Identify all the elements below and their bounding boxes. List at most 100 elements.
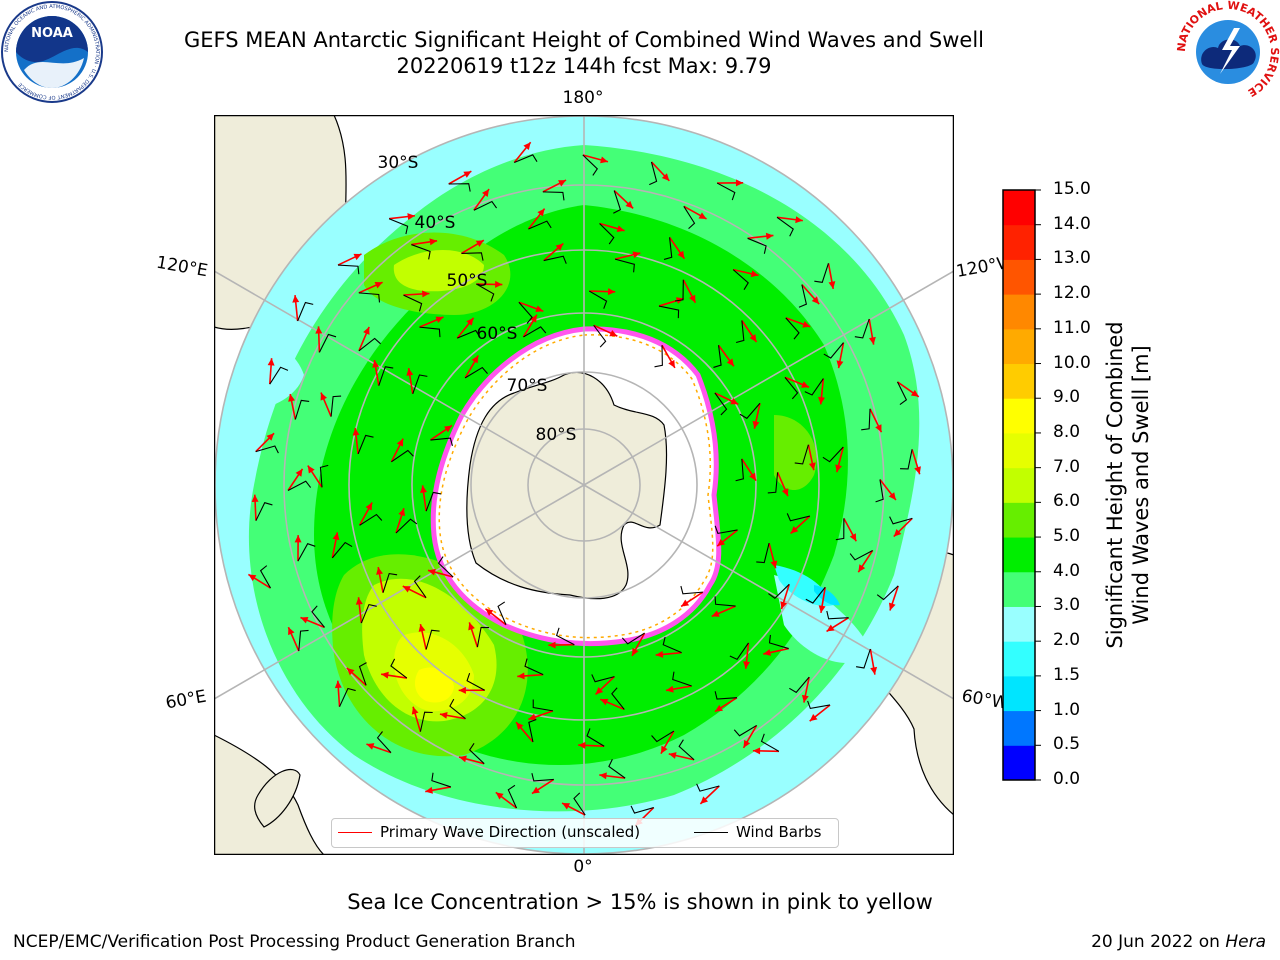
wave-direction-arrowhead — [300, 616, 309, 624]
wave-direction-arrowhead — [795, 216, 803, 224]
lat-label-80s: 80°S — [535, 425, 577, 445]
polar-map — [214, 115, 954, 855]
wave-direction-arrowhead — [346, 667, 355, 676]
wave-direction-arrowhead — [332, 532, 340, 541]
lat-label-60s: 60°S — [476, 324, 518, 344]
wave-direction-arrowhead — [517, 672, 525, 680]
wave-direction-arrowhead — [790, 526, 799, 534]
wave-direction-arrowhead — [402, 586, 411, 593]
lat-label-50s: 50°S — [446, 271, 488, 291]
wind-barb — [319, 464, 329, 488]
wave-direction-arrowhead — [781, 488, 789, 497]
colorbar-tick-label: 4.0 — [1053, 560, 1081, 581]
wave-direction-arrowhead — [875, 424, 882, 433]
wave-direction-arrowhead — [381, 671, 389, 679]
wind-barb — [514, 154, 538, 163]
wind-barb — [789, 676, 810, 694]
contour-8-9m — [414, 667, 454, 703]
wind-barb — [588, 290, 608, 309]
footer-date: 20 Jun 2022 on Hera — [1091, 932, 1266, 952]
colorbar-segment — [1003, 502, 1035, 538]
wind-barb — [337, 264, 360, 275]
wind-barb — [412, 374, 428, 395]
wave-direction-arrowhead — [482, 189, 490, 197]
lat-label-30s: 30°S — [377, 153, 419, 173]
wave-direction-arrowhead — [625, 200, 634, 209]
wind-barb — [822, 446, 844, 463]
wave-direction-arrowhead — [780, 601, 787, 610]
colorbar-tick-label: 1.5 — [1053, 664, 1081, 685]
wind-barb — [468, 742, 485, 765]
colorbar-tick-label: 0.0 — [1053, 769, 1081, 789]
wave-direction-arrowhead — [817, 396, 825, 405]
wind-barb — [861, 408, 871, 431]
wave-direction-arrowhead — [752, 420, 760, 429]
wind-barb — [835, 518, 845, 541]
wave-direction-arrowhead — [444, 425, 452, 433]
wave-direction-arrowhead — [495, 792, 504, 800]
wind-barbs-layer — [247, 141, 921, 827]
sea-ice-note: Sea Ice Concentration > 15% is shown in … — [347, 890, 933, 914]
colorbar-segment — [1003, 606, 1035, 642]
wave-direction-arrowhead — [870, 666, 878, 675]
wind-barb — [297, 543, 316, 562]
wave-direction-arrowhead — [609, 329, 618, 337]
colorbar-segment — [1003, 259, 1035, 295]
wind-barb — [849, 550, 873, 561]
wave-direction-arrowhead — [681, 599, 690, 607]
wave-direction-arrowhead — [352, 428, 360, 436]
wind-barb — [425, 629, 440, 650]
wave-direction-arrowhead — [763, 649, 772, 656]
wind-barb — [449, 698, 466, 720]
wind-barb — [542, 191, 565, 201]
colorbar-segment — [1003, 432, 1035, 469]
wave-direction-arrowhead — [677, 250, 685, 259]
wind-barb — [593, 324, 607, 348]
colorbar-tick-label: 11.0 — [1053, 317, 1091, 338]
wave-direction-arrowhead — [355, 597, 363, 605]
wind-barb — [378, 366, 394, 386]
wave-direction-arrowhead — [516, 722, 524, 730]
wind-barb — [889, 516, 913, 525]
wave-direction-arrowhead — [422, 290, 430, 298]
wind-barb — [760, 733, 780, 752]
wave-direction-arrowhead — [307, 465, 315, 474]
wind-barb — [523, 326, 547, 338]
wave-direction-arrowhead — [714, 704, 723, 712]
wind-barb — [767, 472, 779, 494]
wind-barb — [464, 366, 488, 379]
wave-direction-arrowhead — [548, 641, 556, 649]
wave-direction-arrowhead — [888, 492, 896, 501]
wind-barb — [733, 724, 757, 737]
wind-barb — [461, 252, 484, 261]
wave-direction-arrowhead — [372, 360, 380, 368]
wave-direction-arrowhead — [459, 755, 467, 763]
wave-direction-arrowhead — [562, 803, 571, 810]
wind-barb — [649, 161, 658, 186]
colorbar-frame — [1002, 189, 1036, 781]
wind-barb — [768, 634, 789, 650]
legend-label-wind-barbs: Wind Barbs — [736, 823, 822, 841]
wave-direction-arrowhead — [914, 466, 921, 475]
wind-barb — [473, 200, 498, 211]
legend-red-line-icon — [338, 832, 372, 833]
colorbar-tick-label: 0.5 — [1053, 734, 1081, 755]
lon-label-0: 0° — [573, 857, 593, 877]
lat-label-40s: 40°S — [414, 213, 456, 233]
wave-direction-arrowhead — [711, 610, 720, 617]
wave-direction-arrowhead — [661, 173, 670, 181]
map-legend: Primary Wave Direction (unscaled) Wind B… — [331, 818, 839, 848]
wind-barb — [614, 258, 635, 273]
wave-direction-arrowhead — [374, 282, 383, 289]
wind-barb — [255, 502, 273, 521]
wave-direction-arrowhead — [888, 602, 896, 611]
wave-direction-arrowhead — [826, 624, 835, 632]
wind-barb — [680, 585, 703, 595]
wave-direction-arrowhead — [320, 392, 328, 401]
wave-direction-arrowhead — [315, 326, 323, 334]
colorbar-label-line1: Significant Height of Combined — [1103, 321, 1127, 649]
wind-barb — [798, 284, 808, 308]
colorbar-tick-label: 13.0 — [1053, 248, 1091, 269]
wave-direction-arrowhead — [735, 179, 744, 187]
wave-direction-arrowhead — [406, 368, 414, 376]
